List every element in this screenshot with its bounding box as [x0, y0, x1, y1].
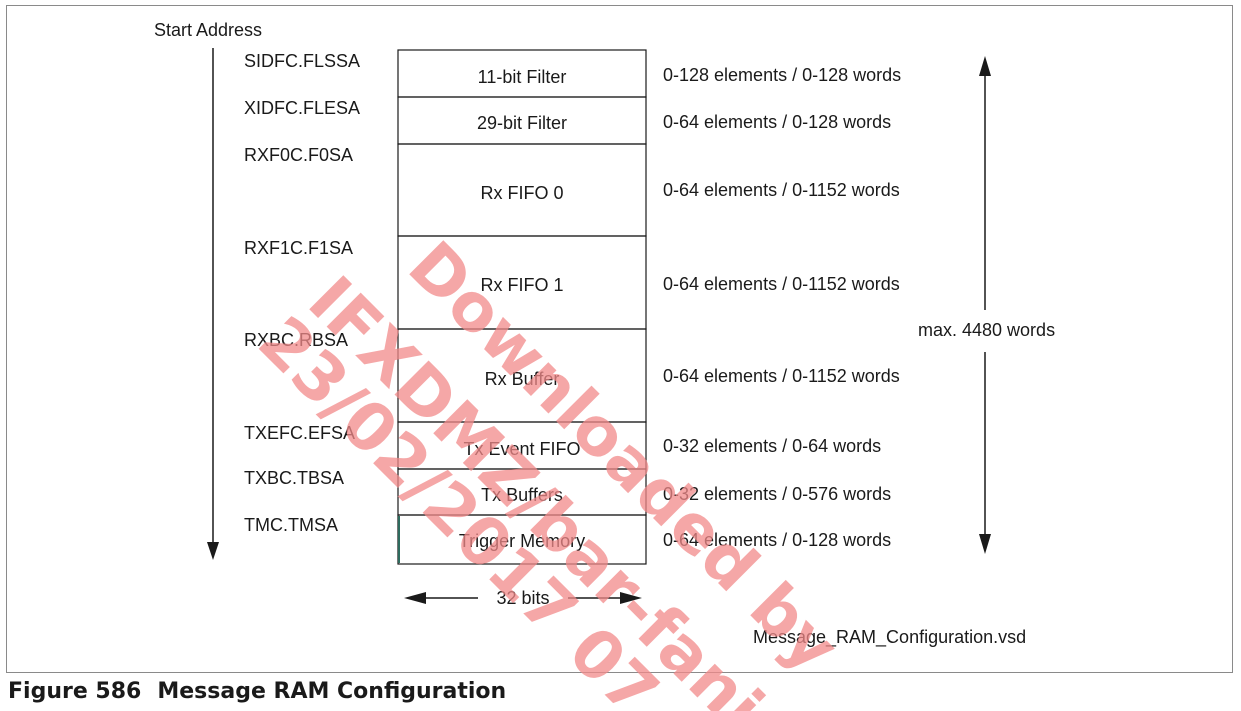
total-size-label: max. 4480 words	[918, 320, 1056, 340]
region-size-tx-buffers: 0-32 elements / 0-576 words	[663, 484, 892, 504]
total-size-arrow-head-up	[979, 56, 991, 76]
width-arrow-head-left	[404, 592, 426, 604]
address-arrow-head	[207, 542, 219, 560]
address-tmc-tmsa: TMC.TMSA	[244, 515, 338, 535]
region-name-rx-fifo-0: Rx FIFO 0	[480, 183, 564, 203]
address-txefc-efsa: TXEFC.EFSA	[244, 423, 356, 443]
start-address-label: Start Address	[154, 20, 263, 40]
region-name-rx-buffer: Rx Buffer	[484, 369, 560, 389]
figure-caption: Figure 586 Message RAM Configuration	[8, 679, 506, 704]
region-name-trigger-memory: Trigger Memory	[458, 531, 586, 551]
address-sidfc-flssa: SIDFC.FLSSA	[244, 51, 361, 71]
width-label: 32 bits	[496, 588, 550, 608]
figure-number: Figure 586	[8, 679, 142, 704]
address-rxf1c-f1sa: RXF1C.F1SA	[244, 238, 354, 258]
region-size-tx-event-fifo: 0-32 elements / 0-64 words	[663, 436, 882, 456]
figure-frame	[6, 5, 1233, 673]
region-size-11bit-filter: 0-128 elements / 0-128 words	[663, 65, 902, 85]
region-name-tx-event-fifo: Tx Event FIFO	[463, 439, 581, 459]
memory-blocks	[397, 49, 647, 565]
figure-title: Message RAM Configuration	[157, 679, 507, 704]
region-size-trigger-memory: 0-64 elements / 0-128 words	[663, 530, 892, 550]
width-arrow-head-right	[620, 592, 642, 604]
region-name-tx-buffers: Tx Buffers	[481, 485, 563, 505]
address-xidfc-flesa: XIDFC.FLESA	[244, 98, 361, 118]
address-rxf0c-f0sa: RXF0C.F0SA	[244, 145, 354, 165]
region-size-rx-fifo-0: 0-64 elements / 0-1152 words	[663, 180, 900, 200]
address-txbc-tbsa: TXBC.TBSA	[244, 468, 345, 488]
address-rxbc-rbsa: RXBC.RBSA	[244, 330, 349, 350]
region-name-rx-fifo-1: Rx FIFO 1	[480, 275, 564, 295]
region-size-rx-fifo-1: 0-64 elements / 0-1152 words	[663, 274, 900, 294]
total-size-arrow-head-down	[979, 534, 991, 554]
file-name-label: Message_RAM_Configuration.vsd	[753, 627, 1027, 647]
region-size-29bit-filter: 0-64 elements / 0-128 words	[663, 112, 892, 132]
region-size-rx-buffer: 0-64 elements / 0-1152 words	[663, 366, 900, 386]
region-name-11bit-filter: 11-bit Filter	[477, 67, 567, 87]
region-name-29bit-filter: 29-bit Filter	[476, 113, 568, 133]
